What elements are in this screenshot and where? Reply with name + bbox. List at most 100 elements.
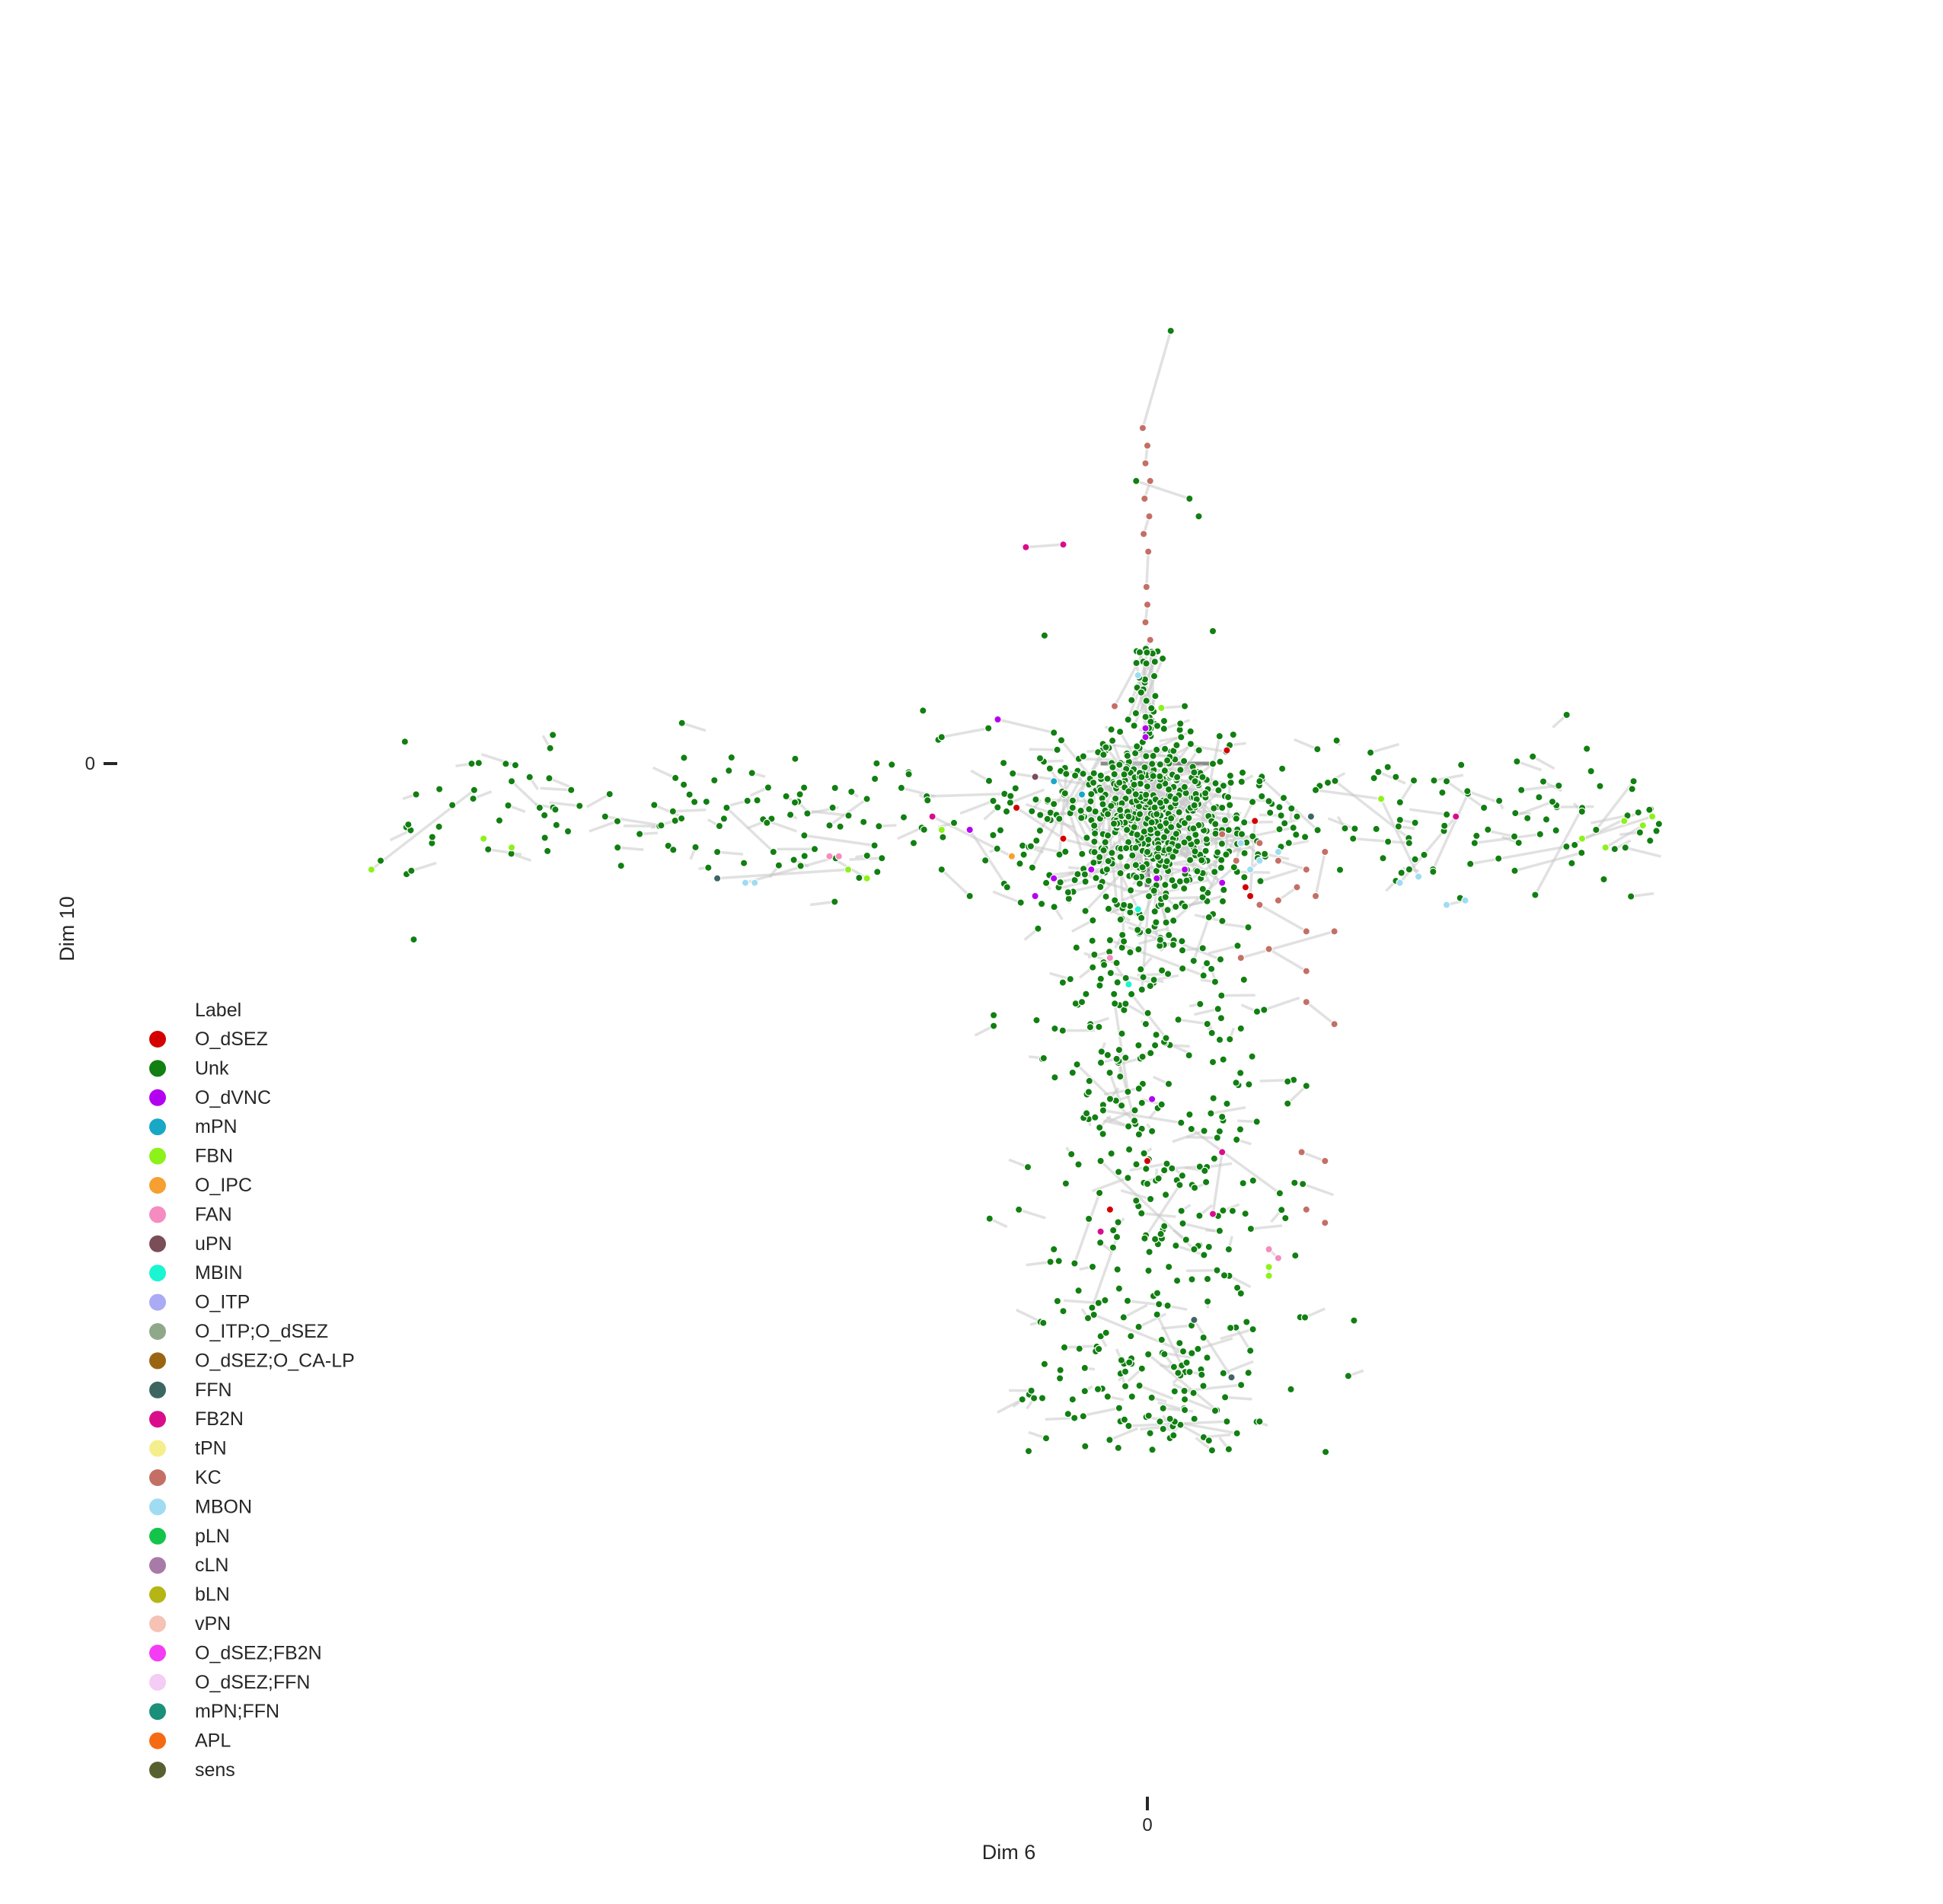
data-point [1542, 815, 1551, 824]
data-point [1131, 861, 1141, 869]
edge [1192, 917, 1211, 962]
data-point [1134, 945, 1143, 954]
data-point [790, 856, 798, 864]
data-point [1081, 1442, 1090, 1451]
x-tick-label: 0 [1142, 1815, 1152, 1835]
legend-marker [149, 1031, 166, 1048]
data-point [1430, 776, 1438, 785]
data-point-kc [1274, 856, 1283, 865]
data-point [1217, 856, 1226, 864]
edge [1156, 1313, 1183, 1367]
data-point [1323, 778, 1332, 787]
data-point [1188, 1349, 1196, 1357]
data-point [1240, 818, 1249, 827]
data-point [1035, 826, 1045, 835]
data-point [764, 783, 773, 792]
data-point [1134, 1041, 1143, 1050]
data-point-unk [863, 795, 871, 803]
legend-marker [149, 1265, 166, 1282]
edge [1268, 948, 1307, 973]
data-point [985, 1214, 994, 1223]
data-point [878, 854, 886, 863]
data-point [1137, 965, 1145, 974]
data-point [1166, 814, 1176, 823]
data-point [763, 818, 771, 828]
data-point-unk [1217, 803, 1227, 812]
data-point [1070, 771, 1080, 780]
edge [1399, 780, 1415, 803]
data-point [1200, 1127, 1208, 1135]
data-point [1193, 867, 1201, 875]
legend-marker [149, 1673, 166, 1691]
data-point [1101, 838, 1109, 847]
legend-label: O_dSEZ;FB2N [195, 1642, 322, 1663]
data-point [1083, 834, 1091, 842]
edge [1137, 1312, 1167, 1328]
data-point [1146, 1049, 1155, 1057]
data-point [679, 780, 688, 789]
data-point [1091, 1113, 1099, 1122]
data-point [1116, 915, 1125, 924]
data-point [1260, 850, 1269, 859]
data-point [1186, 740, 1195, 748]
data-point [1198, 1370, 1206, 1379]
data-point [1215, 1226, 1224, 1236]
data-point-unk [1442, 777, 1451, 786]
data-point [543, 847, 552, 856]
data-point [1122, 825, 1131, 834]
data-point [1260, 1006, 1268, 1014]
legend-entry: FB2N [149, 1408, 244, 1430]
data-point [1411, 818, 1419, 828]
data-point [1115, 778, 1124, 787]
edge [672, 808, 707, 813]
data-point [1131, 844, 1140, 852]
data-point [664, 841, 672, 850]
data-point-kc [1330, 927, 1338, 936]
data-point [1239, 1178, 1247, 1188]
legend-label: MBIN [195, 1262, 243, 1284]
data-point [1166, 1414, 1174, 1423]
data-point [1090, 829, 1099, 837]
data-point [1191, 777, 1199, 786]
data-point [1119, 1313, 1128, 1322]
data-point [1053, 1296, 1062, 1306]
data-point [1236, 1125, 1245, 1134]
edge [617, 846, 644, 851]
data-point [1187, 1124, 1196, 1134]
data-point [1096, 771, 1106, 780]
edge [681, 722, 707, 732]
data-point [1438, 788, 1447, 797]
data-point [1090, 848, 1099, 856]
legend-marker [149, 1586, 166, 1603]
edge [1122, 1303, 1148, 1319]
data-point [1068, 796, 1077, 805]
data-point [1135, 810, 1144, 818]
data-point [1170, 1387, 1179, 1395]
data-point [1202, 835, 1211, 844]
data-point [1175, 808, 1183, 817]
data-point-unk [1255, 777, 1264, 786]
data-point [1210, 804, 1218, 812]
data-point [1211, 820, 1220, 828]
legend-marker [149, 1293, 166, 1311]
data-point [748, 769, 756, 777]
data-point [525, 773, 534, 782]
data-point [1088, 963, 1097, 971]
data-point [1075, 1344, 1083, 1353]
data-point [1058, 978, 1067, 987]
data-point [1596, 782, 1604, 790]
data-point [1141, 1019, 1150, 1029]
data-point [1159, 1424, 1167, 1434]
data-point [1198, 893, 1207, 901]
data-point [502, 760, 510, 768]
data-point [1104, 904, 1113, 914]
edge [1278, 859, 1307, 871]
data-point [1208, 1446, 1217, 1455]
data-point [1222, 850, 1230, 859]
edge [1102, 1108, 1182, 1124]
data-point [984, 777, 994, 785]
data-point [1160, 1350, 1169, 1359]
data-point [1216, 757, 1224, 766]
data-point [949, 818, 959, 828]
data-point [1209, 1094, 1217, 1102]
